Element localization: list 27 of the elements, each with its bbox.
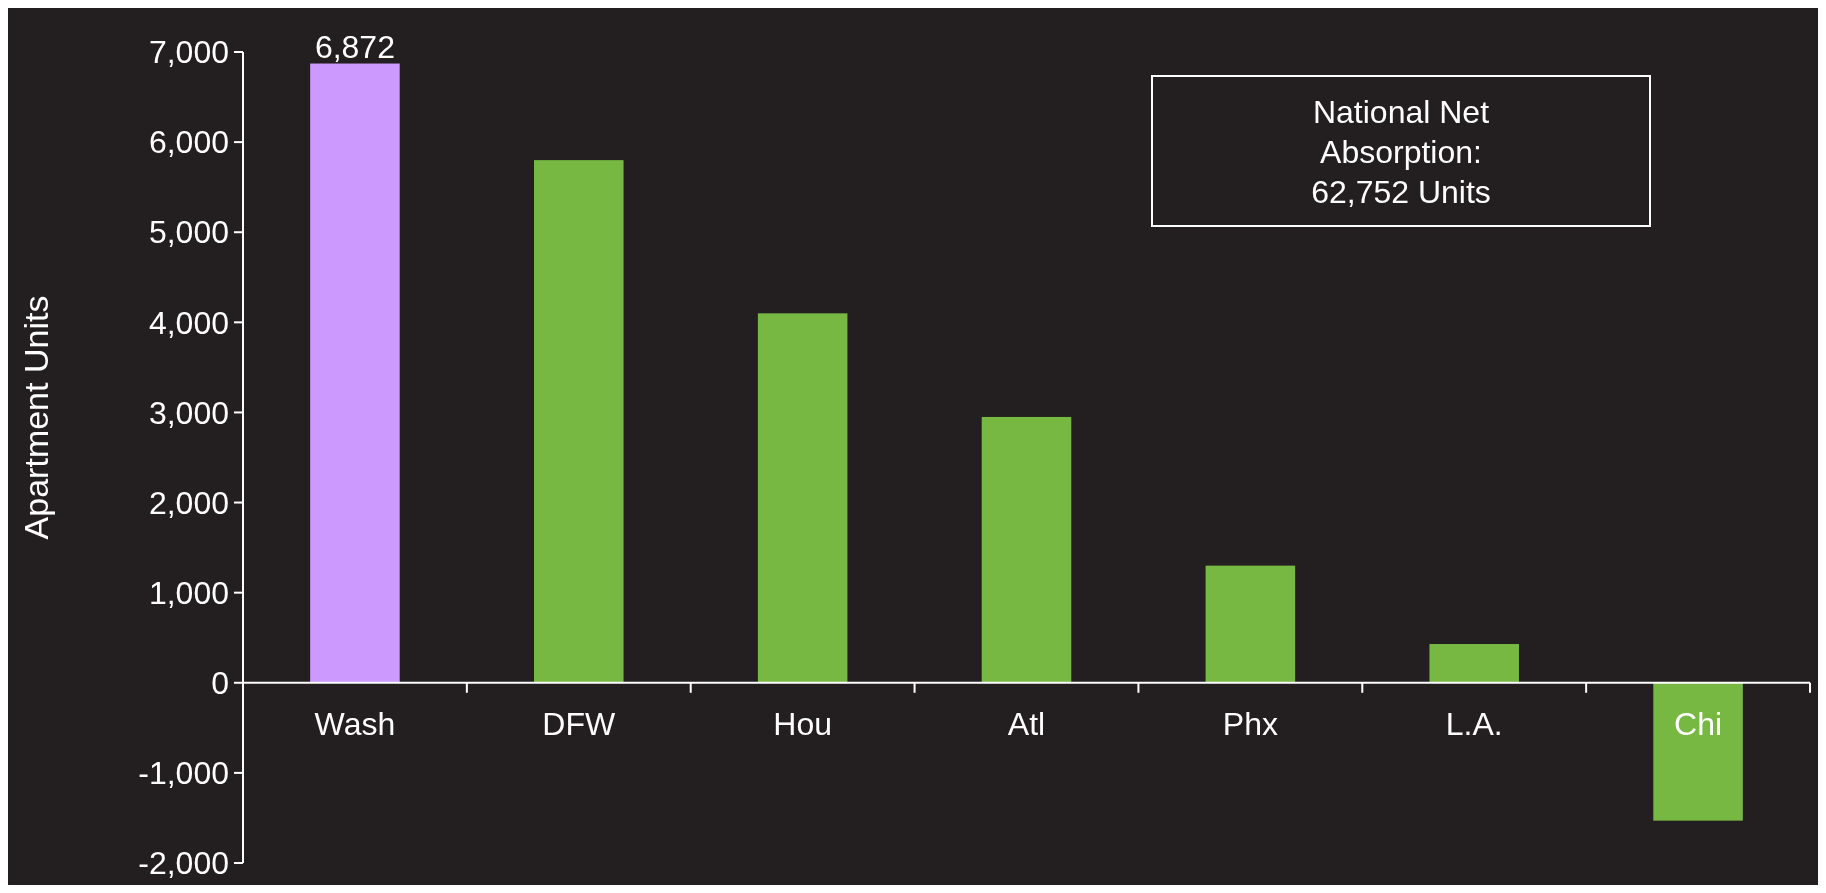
bar [757, 313, 848, 683]
bar [310, 63, 400, 683]
bar [981, 416, 1072, 683]
bar [1429, 644, 1519, 683]
x-tick-label: Chi [1674, 705, 1723, 742]
y-tick-label: -2,000 [138, 845, 229, 882]
y-tick-label: 5,000 [148, 214, 229, 251]
data-label: 6,872 [314, 28, 395, 65]
x-tick-label: Hou [773, 705, 832, 742]
y-tick-label: 4,000 [148, 304, 229, 341]
y-tick-label: 7,000 [148, 34, 229, 71]
y-axis-title: Apartment Units [17, 295, 55, 540]
y-tick-label: 1,000 [148, 574, 229, 611]
x-tick-label: L.A. [1445, 705, 1503, 742]
y-tick-label: 0 [211, 664, 229, 701]
y-tick-label: -1,000 [138, 755, 229, 792]
x-tick-label: Phx [1222, 705, 1278, 742]
x-tick-label: Atl [1007, 705, 1046, 742]
x-tick-label: Wash [314, 705, 396, 742]
y-tick-label: 3,000 [148, 394, 229, 431]
y-tick-label: 2,000 [148, 484, 229, 521]
x-tick-label: DFW [542, 705, 617, 742]
annotation: National Net Absorption: 62,752 Units [1311, 94, 1491, 210]
y-tick-label: 6,000 [148, 124, 229, 161]
bar [1205, 565, 1296, 683]
bar [1653, 682, 1743, 821]
bar [534, 160, 624, 683]
